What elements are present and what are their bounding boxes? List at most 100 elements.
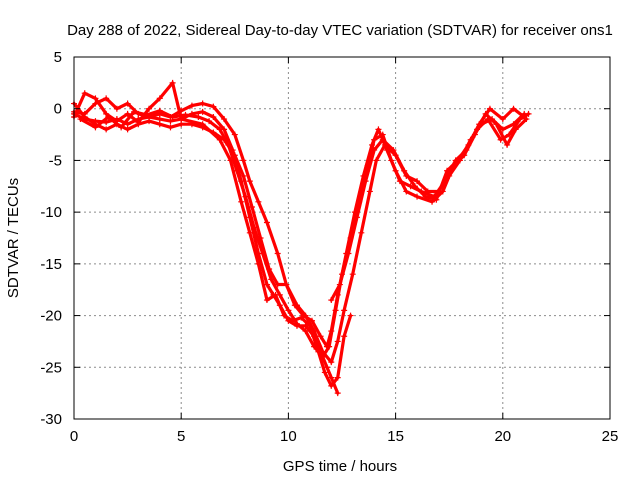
data-point-marker — [199, 124, 206, 131]
data-point-marker — [178, 121, 185, 128]
data-point-marker — [182, 111, 189, 118]
data-point-marker — [317, 333, 324, 340]
data-point-marker — [347, 312, 354, 319]
data-point-marker — [422, 193, 429, 200]
data-point-marker — [210, 103, 217, 110]
data-point-marker — [221, 116, 228, 123]
data-point-marker — [246, 178, 253, 185]
data-point-marker — [334, 338, 341, 345]
data-point-marker — [328, 359, 335, 366]
data-point-marker — [334, 374, 341, 381]
y-tick-label: -25 — [40, 359, 62, 376]
data-point-marker — [366, 188, 373, 195]
data-point-marker — [414, 178, 421, 185]
data-point-marker — [240, 172, 247, 179]
data-point-marker — [263, 281, 270, 288]
data-point-marker — [169, 113, 176, 120]
data-point-marker — [233, 167, 240, 174]
data-point-marker — [156, 116, 163, 123]
data-point-marker — [285, 307, 292, 314]
data-point-marker — [281, 312, 288, 319]
data-point-marker — [465, 141, 472, 148]
series-track-1 — [71, 108, 341, 397]
data-point-marker — [263, 219, 270, 226]
data-point-marker — [499, 116, 506, 123]
data-point-marker — [268, 276, 275, 283]
series-line-track-1 — [72, 110, 340, 395]
data-point-marker — [199, 108, 206, 115]
series-track-4 — [71, 95, 530, 350]
data-point-marker — [373, 157, 380, 164]
data-point-marker — [504, 141, 511, 148]
x-axis-label: GPS time / hours — [283, 458, 397, 475]
data-point-marker — [81, 110, 88, 117]
data-point-marker — [362, 178, 369, 185]
data-point-marker — [328, 382, 335, 389]
data-point-marker — [516, 116, 523, 123]
data-point-marker — [103, 95, 110, 102]
y-tick-label: -30 — [40, 411, 62, 428]
x-tick-label: 5 — [177, 428, 185, 445]
chart-title: Day 288 of 2022, Sidereal Day-to-day VTE… — [67, 22, 613, 39]
series-line-track-4 — [72, 96, 528, 349]
data-point-marker — [81, 90, 88, 97]
data-point-marker — [375, 126, 382, 133]
data-point-marker — [105, 113, 112, 120]
data-point-marker — [118, 124, 125, 131]
data-point-marker — [354, 214, 361, 221]
data-point-marker — [319, 353, 326, 360]
data-point-marker — [341, 307, 348, 314]
data-point-marker — [345, 250, 352, 257]
data-point-marker — [476, 121, 483, 128]
data-point-marker — [92, 124, 99, 131]
data-point-marker — [454, 157, 461, 164]
x-tick-label: 10 — [280, 428, 297, 445]
data-point-marker — [336, 281, 343, 288]
data-point-marker — [390, 147, 397, 154]
data-point-marker — [263, 297, 270, 304]
data-point-marker — [259, 250, 266, 257]
data-point-marker — [240, 157, 247, 164]
data-point-marker — [379, 131, 386, 138]
data-point-marker — [103, 126, 110, 133]
data-point-marker — [210, 113, 217, 120]
data-point-marker — [92, 100, 99, 107]
data-point-marker — [276, 291, 283, 298]
x-tick-label: 20 — [494, 428, 511, 445]
data-point-marker — [167, 124, 174, 131]
data-point-marker — [188, 102, 195, 109]
axes: 0 5 10 15 20 25 5 0 -5 -10 -15 -20 -25 -30 — [40, 49, 618, 445]
x-tick-label: 25 — [602, 428, 619, 445]
data-point-marker — [497, 136, 504, 143]
y-axis-label: SDTVAR / TECUs — [5, 178, 22, 298]
data-point-marker — [238, 198, 245, 205]
data-point-marker — [486, 105, 493, 112]
data-point-marker — [388, 157, 395, 164]
data-point-marker — [242, 193, 249, 200]
x-tick-label: 15 — [387, 428, 404, 445]
data-point-marker — [156, 107, 163, 114]
data-point-marker — [216, 126, 223, 133]
data-point-marker — [323, 364, 330, 371]
data-point-marker — [195, 113, 202, 120]
data-point-marker — [103, 110, 110, 117]
data-point-marker — [341, 333, 348, 340]
data-point-marker — [521, 113, 528, 120]
data-point-marker — [414, 193, 421, 200]
data-point-marker — [246, 229, 253, 236]
data-point-marker — [371, 136, 378, 143]
data-point-marker — [328, 374, 335, 381]
x-tick-label: 0 — [70, 428, 78, 445]
data-point-marker — [255, 198, 262, 205]
data-point-marker — [321, 369, 328, 376]
data-point-marker — [255, 260, 262, 267]
data-point-marker — [300, 312, 307, 319]
series-line-track-6 — [329, 107, 526, 302]
data-point-marker — [199, 100, 206, 107]
data-point-marker — [401, 167, 408, 174]
data-point-marker — [493, 121, 500, 128]
data-point-marker — [124, 110, 131, 117]
data-point-marker — [231, 131, 238, 138]
data-point-marker — [444, 167, 451, 174]
